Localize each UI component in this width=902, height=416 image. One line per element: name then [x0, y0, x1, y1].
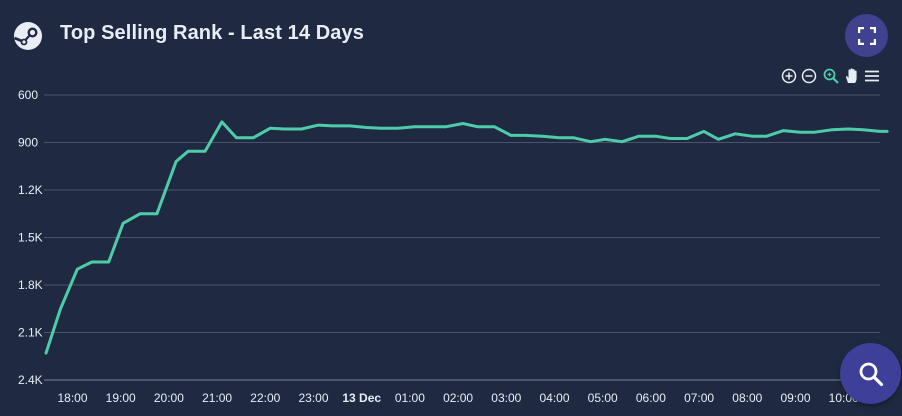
x-tick-label: 13 Dec	[342, 391, 381, 405]
y-tick-label: 900	[18, 136, 38, 150]
chart-header: Top Selling Rank - Last 14 Days	[0, 0, 902, 70]
fullscreen-button[interactable]	[845, 14, 888, 57]
x-tick-label: 21:00	[202, 391, 232, 405]
x-tick-label: 03:00	[491, 391, 521, 405]
x-tick-label: 19:00	[106, 391, 136, 405]
x-tick-label: 23:00	[298, 391, 328, 405]
y-tick-label: 1.5K	[18, 231, 43, 245]
x-tick-label: 01:00	[395, 391, 425, 405]
chart-title: Top Selling Rank - Last 14 Days	[60, 22, 364, 44]
hamburger-menu-icon[interactable]	[863, 67, 881, 85]
y-tick-label: 1.2K	[18, 183, 43, 197]
y-tick-label: 600	[18, 88, 38, 102]
x-tick-label: 08:00	[732, 391, 762, 405]
x-tick-label: 07:00	[684, 391, 714, 405]
x-tick-label: 02:00	[443, 391, 473, 405]
x-tick-label: 06:00	[636, 391, 666, 405]
zoom-out-icon[interactable]	[800, 67, 818, 85]
hand-icon[interactable]	[843, 67, 861, 85]
y-tick-label: 1.8K	[18, 278, 43, 292]
x-tick-label: 09:00	[780, 391, 810, 405]
x-tick-label: 22:00	[250, 391, 280, 405]
x-tick-label: 05:00	[588, 391, 618, 405]
steam-logo-icon	[14, 22, 42, 50]
x-tick-label: 20:00	[154, 391, 184, 405]
magnifier-icon[interactable]	[822, 67, 840, 85]
search-button[interactable]	[840, 343, 901, 404]
x-tick-label: 04:00	[539, 391, 569, 405]
x-tick-label: 18:00	[57, 391, 87, 405]
rank-series-line	[44, 120, 889, 355]
y-tick-label: 2.1K	[18, 326, 43, 340]
y-tick-label: 2.4K	[18, 373, 43, 387]
expand-icon	[857, 26, 876, 45]
zoom-in-icon[interactable]	[780, 67, 798, 85]
search-icon	[859, 362, 883, 386]
chart-toolbar	[778, 67, 884, 87]
